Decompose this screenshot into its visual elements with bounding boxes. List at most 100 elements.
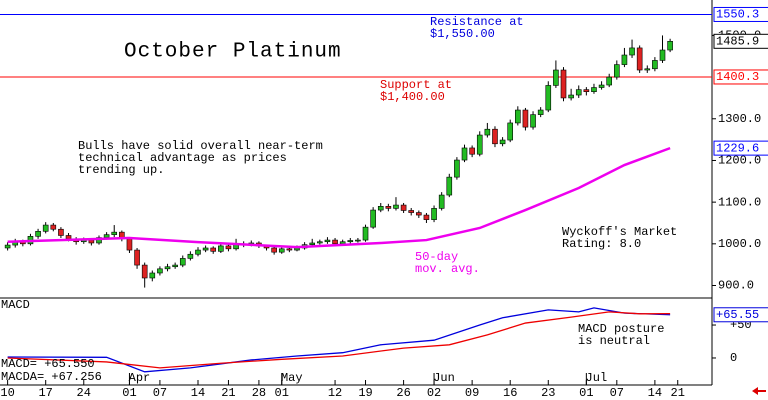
annotation: MACD posture bbox=[578, 322, 664, 336]
candle-body bbox=[278, 248, 285, 253]
annotation: $1,400.00 bbox=[380, 90, 445, 104]
candle-body bbox=[141, 264, 148, 279]
scroll-arrow[interactable] bbox=[752, 387, 766, 395]
macd-line bbox=[7, 311, 671, 369]
x-tick-label: 19 bbox=[358, 386, 372, 400]
candle-body bbox=[339, 241, 346, 245]
candle-body bbox=[187, 253, 194, 259]
candle-body bbox=[515, 109, 521, 124]
month-label: Apr bbox=[129, 371, 151, 385]
candle-body bbox=[58, 228, 64, 236]
candle-body bbox=[522, 109, 529, 128]
candle-body bbox=[629, 47, 635, 56]
x-tick-label: 01 bbox=[122, 386, 136, 400]
x-tick-label: 21 bbox=[221, 386, 235, 400]
candle-body bbox=[614, 64, 620, 78]
ma-line bbox=[7, 146, 671, 249]
candle-body bbox=[210, 247, 217, 252]
macd-line bbox=[7, 307, 671, 373]
macd-last-label: +65.55 bbox=[716, 308, 759, 322]
candle-body bbox=[476, 134, 483, 155]
candle-body bbox=[157, 268, 163, 274]
ma-label: 1229.6 bbox=[716, 141, 759, 155]
candle-body bbox=[324, 239, 331, 243]
annotation: Support at bbox=[380, 78, 452, 92]
candle-body bbox=[362, 226, 369, 241]
candle-body bbox=[271, 247, 277, 253]
candle-body bbox=[530, 114, 536, 128]
x-tick-label: 16 bbox=[503, 386, 517, 400]
level-label: 1550.3 bbox=[716, 8, 759, 22]
candle-body bbox=[575, 89, 582, 96]
y-tick-label: 1200.0 bbox=[718, 154, 761, 168]
candle-body bbox=[347, 240, 354, 243]
last-price-label: 1485.9 bbox=[716, 34, 759, 48]
candle-body bbox=[172, 264, 178, 268]
candle-body bbox=[652, 60, 658, 70]
x-tick-label: 07 bbox=[153, 386, 167, 400]
annotation: Resistance at bbox=[430, 15, 524, 29]
candle-body bbox=[65, 235, 72, 240]
x-tick-label: 14 bbox=[191, 386, 205, 400]
x-tick-label: 02 bbox=[427, 386, 441, 400]
macd-title: MACD bbox=[1, 298, 30, 312]
level-label: 1400.3 bbox=[716, 70, 759, 84]
candle-body bbox=[636, 47, 643, 71]
annotation: Bulls have solid overall near-term bbox=[78, 139, 323, 153]
annotation: Wyckoff's Market bbox=[562, 225, 677, 239]
candle-body bbox=[568, 94, 574, 99]
candle-body bbox=[149, 272, 156, 279]
level-box bbox=[713, 69, 768, 85]
candle-body bbox=[103, 234, 110, 238]
x-tick-label: 01 bbox=[275, 386, 289, 400]
candle-body bbox=[385, 206, 392, 209]
candle-body bbox=[111, 231, 118, 235]
candle-body bbox=[377, 206, 384, 211]
x-tick-label: 24 bbox=[77, 386, 91, 400]
annotation: mov. avg. bbox=[415, 262, 480, 276]
candle-body bbox=[332, 239, 338, 245]
x-tick-label: 23 bbox=[541, 386, 555, 400]
candle-body bbox=[537, 109, 544, 115]
x-tick-label: 21 bbox=[671, 386, 685, 400]
candle-body bbox=[423, 214, 430, 220]
level-box bbox=[713, 6, 768, 22]
month-label: Jun bbox=[433, 371, 455, 385]
candle-body bbox=[553, 69, 559, 86]
candle-body bbox=[317, 241, 323, 244]
candle-body bbox=[393, 204, 399, 209]
macd-readout: MACDA= +67.256 bbox=[1, 370, 102, 384]
y-tick-label: 900.0 bbox=[718, 279, 754, 293]
annotation: 50-day bbox=[415, 250, 458, 264]
candle-body bbox=[446, 176, 453, 196]
candle-body bbox=[545, 85, 552, 111]
ma-box bbox=[713, 140, 768, 156]
candle-body bbox=[667, 41, 673, 51]
candle-body bbox=[583, 89, 590, 92]
candle-body bbox=[461, 147, 468, 161]
x-tick-label: 26 bbox=[396, 386, 410, 400]
y-tick-label: 1000.0 bbox=[718, 237, 761, 251]
candle-body bbox=[286, 248, 293, 251]
candle-body bbox=[408, 210, 415, 213]
x-tick-label: 17 bbox=[38, 386, 52, 400]
candle-body bbox=[492, 128, 498, 145]
candle-body bbox=[598, 84, 605, 88]
candle-body bbox=[560, 69, 567, 99]
x-tick-label: 28 bbox=[252, 386, 266, 400]
candle-body bbox=[96, 237, 102, 244]
month-label: May bbox=[281, 371, 303, 385]
x-tick-label: 07 bbox=[610, 386, 624, 400]
candle-body bbox=[134, 249, 140, 266]
candle-body bbox=[42, 224, 49, 232]
annotation: trending up. bbox=[78, 163, 164, 177]
last-price-box bbox=[713, 33, 768, 49]
x-tick-label: 14 bbox=[648, 386, 662, 400]
x-tick-label: 10 bbox=[0, 386, 14, 400]
candle-body bbox=[225, 245, 232, 250]
candle-body bbox=[126, 238, 133, 251]
candle-body bbox=[202, 247, 209, 251]
candle-body bbox=[88, 239, 95, 244]
